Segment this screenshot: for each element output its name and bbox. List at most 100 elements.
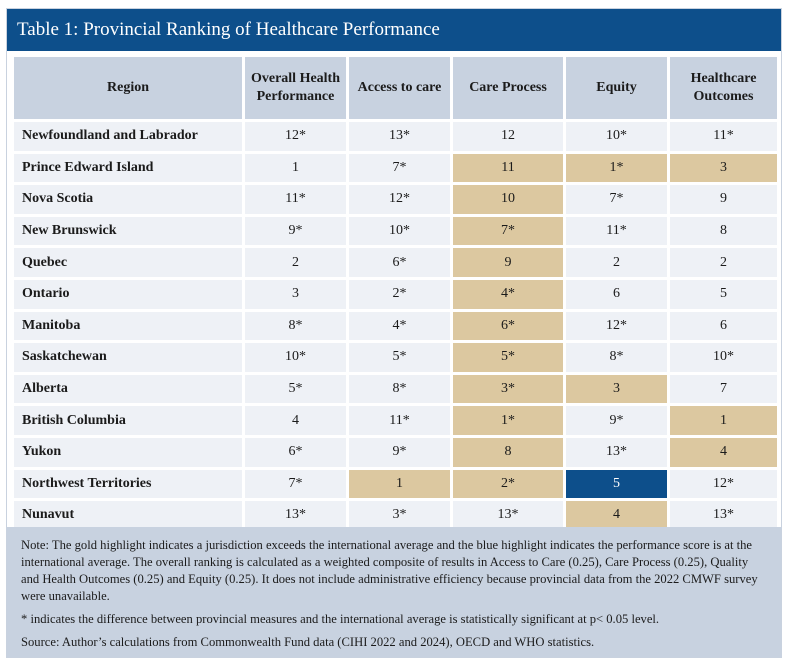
region-name: Nunavut	[14, 501, 242, 530]
rank-cell: 9*	[566, 406, 667, 435]
rank-cell: 1	[245, 153, 346, 183]
table-row: Yukon 6* 9* 8 13* 4	[14, 437, 777, 467]
region-name: Newfoundland and Labrador	[14, 122, 242, 151]
rank-cell: 13*	[670, 501, 777, 530]
column-header-care-process: Care Process	[453, 57, 563, 119]
rank-cell: 10	[453, 185, 563, 214]
rank-cell: 6	[670, 311, 777, 341]
table-header-row: Region Overall Health Performance Access…	[14, 57, 777, 119]
table-row: Nunavut 13* 3* 13* 4 13*	[14, 501, 777, 530]
region-name: Alberta	[14, 374, 242, 404]
rank-cell: 10*	[566, 122, 667, 151]
rank-cell: 1	[349, 469, 450, 499]
rank-cell: 2	[670, 248, 777, 277]
region-name: Prince Edward Island	[14, 153, 242, 183]
rank-cell: 1*	[453, 406, 563, 435]
asterisk-note: * indicates the difference between provi…	[21, 612, 660, 626]
rank-cell: 13*	[349, 122, 450, 151]
rank-cell: 11	[453, 153, 563, 183]
column-header-access: Access to care	[349, 57, 450, 119]
rank-cell: 2*	[453, 469, 563, 499]
table-row: Nova Scotia 11* 12* 10 7* 9	[14, 185, 777, 214]
table-title: Table 1: Provincial Ranking of Healthcar…	[7, 9, 781, 51]
rank-cell: 1	[670, 406, 777, 435]
rank-cell: 13*	[453, 501, 563, 530]
rank-cell: 10*	[245, 343, 346, 372]
rank-cell: 4*	[453, 279, 563, 309]
rank-cell: 9*	[349, 437, 450, 467]
table-row: Alberta 5* 8* 3* 3 7	[14, 374, 777, 404]
table-row: Quebec 2 6* 9 2 2	[14, 248, 777, 277]
region-name: New Brunswick	[14, 216, 242, 246]
rank-cell: 11*	[349, 406, 450, 435]
rank-cell: 7	[670, 374, 777, 404]
ranking-table: Region Overall Health Performance Access…	[11, 54, 780, 533]
rank-cell: 5*	[349, 343, 450, 372]
rank-cell: 6*	[245, 437, 346, 467]
rank-cell: 13*	[245, 501, 346, 530]
table-row: Ontario 3 2* 4* 6 5	[14, 279, 777, 309]
column-header-equity: Equity	[566, 57, 667, 119]
rank-cell: 4	[670, 437, 777, 467]
rank-cell: 5	[566, 469, 667, 499]
rank-cell: 3*	[349, 501, 450, 530]
rank-cell: 4*	[349, 311, 450, 341]
rank-cell: 4	[566, 501, 667, 530]
rank-cell: 12	[453, 122, 563, 151]
column-header-outcomes: Healthcare Outcomes	[670, 57, 777, 119]
rank-cell: 11*	[566, 216, 667, 246]
rank-cell: 9*	[245, 216, 346, 246]
rank-cell: 13*	[566, 437, 667, 467]
rank-cell: 9	[670, 185, 777, 214]
rank-cell: 12*	[245, 122, 346, 151]
table-row: Northwest Territories 7* 1 2* 5 12*	[14, 469, 777, 499]
rank-cell: 11*	[245, 185, 346, 214]
rank-cell: 6*	[453, 311, 563, 341]
rank-cell: 5*	[245, 374, 346, 404]
note-text: Note: The gold highlight indicates a jur…	[21, 538, 758, 603]
table-body: Newfoundland and Labrador 12* 13* 12 10* 11* P…	[14, 122, 777, 530]
region-name: Yukon	[14, 437, 242, 467]
rank-cell: 8	[670, 216, 777, 246]
rank-cell: 12*	[670, 469, 777, 499]
region-name: Northwest Territories	[14, 469, 242, 499]
table-row: Saskatchewan 10* 5* 5* 8* 10*	[14, 343, 777, 372]
region-name: Nova Scotia	[14, 185, 242, 214]
rank-cell: 3*	[453, 374, 563, 404]
rank-cell: 10*	[670, 343, 777, 372]
rank-cell: 8*	[566, 343, 667, 372]
rank-cell: 8*	[245, 311, 346, 341]
source-note: Source: Author’s calculations from Commo…	[21, 635, 595, 649]
rank-cell: 3	[670, 153, 777, 183]
rank-cell: 6*	[349, 248, 450, 277]
rank-cell: 2	[245, 248, 346, 277]
rank-cell: 5	[670, 279, 777, 309]
region-name: Quebec	[14, 248, 242, 277]
rank-cell: 3	[566, 374, 667, 404]
rank-cell: 9	[453, 248, 563, 277]
table-row: Manitoba 8* 4* 6* 12* 6	[14, 311, 777, 341]
rank-cell: 4	[245, 406, 346, 435]
rank-cell: 8	[453, 437, 563, 467]
rank-cell: 12*	[349, 185, 450, 214]
region-name: British Columbia	[14, 406, 242, 435]
rank-cell: 2*	[349, 279, 450, 309]
column-header-overall: Overall Health Performance	[245, 57, 346, 119]
rank-cell: 7*	[566, 185, 667, 214]
rank-cell: 3	[245, 279, 346, 309]
table-figure: Table 1: Provincial Ranking of Healthcar…	[6, 8, 782, 658]
rank-cell: 2	[566, 248, 667, 277]
column-header-region: Region	[14, 57, 242, 119]
rank-cell: 11*	[670, 122, 777, 151]
rank-cell: 7*	[349, 153, 450, 183]
region-name: Manitoba	[14, 311, 242, 341]
region-name: Saskatchewan	[14, 343, 242, 372]
table-row: Prince Edward Island 1 7* 11 1* 3	[14, 153, 777, 183]
rank-cell: 10*	[349, 216, 450, 246]
rank-cell: 7*	[453, 216, 563, 246]
rank-cell: 8*	[349, 374, 450, 404]
rank-cell: 6	[566, 279, 667, 309]
rank-cell: 5*	[453, 343, 563, 372]
table-row: New Brunswick 9* 10* 7* 11* 8	[14, 216, 777, 246]
rank-cell: 1*	[566, 153, 667, 183]
